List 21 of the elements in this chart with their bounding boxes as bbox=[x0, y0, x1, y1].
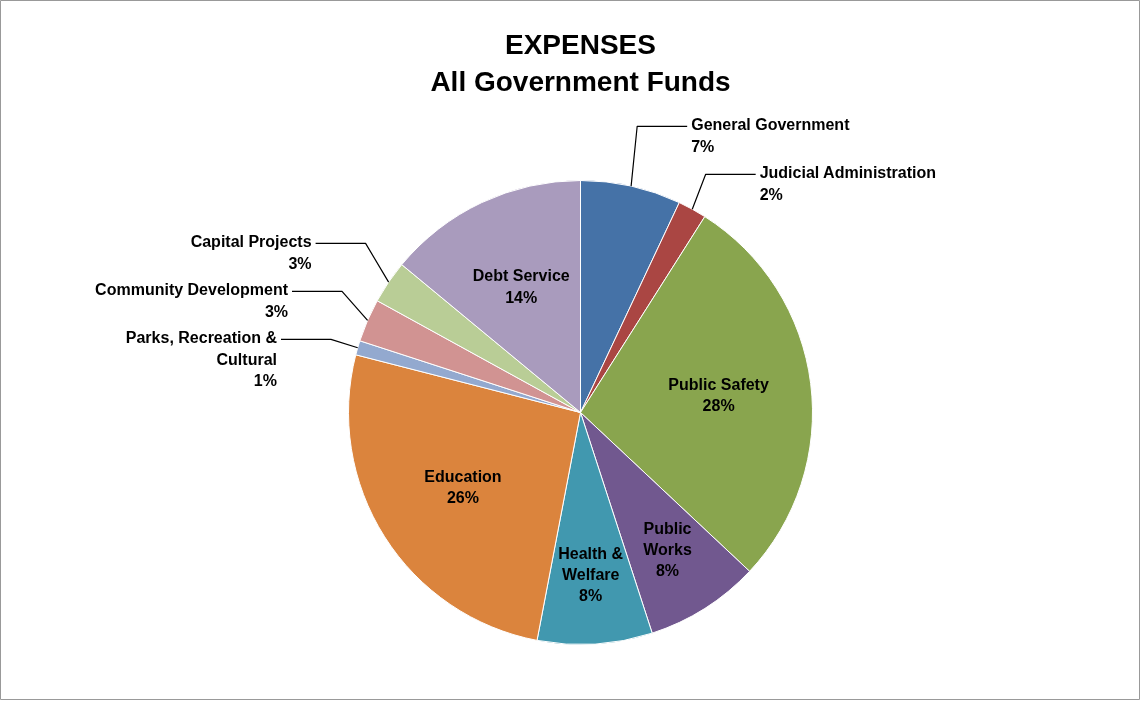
slice-label: Education bbox=[424, 467, 502, 485]
data-label: 8% bbox=[655, 562, 680, 580]
slice-label: Capital Projects bbox=[190, 233, 312, 251]
data-label: 8% bbox=[579, 587, 603, 605]
data-label: 1% bbox=[253, 371, 277, 389]
data-label: 3% bbox=[264, 302, 289, 320]
data-label: 2% bbox=[759, 185, 783, 203]
slice-label: Community Development bbox=[95, 281, 289, 299]
slice-label: General Government bbox=[691, 116, 851, 134]
slice-label: Judicial Administration bbox=[759, 164, 937, 182]
chart-title: EXPENSES All Government Funds bbox=[430, 28, 731, 97]
data-label: 3% bbox=[288, 254, 312, 272]
data-label: 7% bbox=[691, 137, 715, 155]
slice-label: Debt Service bbox=[472, 267, 570, 285]
data-label: 26% bbox=[446, 489, 479, 507]
data-label: 14% bbox=[505, 288, 538, 306]
slice-label: Health & Welfare bbox=[558, 544, 624, 584]
slice-label: Public Works bbox=[643, 519, 692, 559]
slice-label: Public Safety bbox=[668, 375, 769, 393]
slice-label: Parks, Recreation & Cultural bbox=[125, 329, 278, 368]
data-label: 28% bbox=[702, 397, 735, 415]
